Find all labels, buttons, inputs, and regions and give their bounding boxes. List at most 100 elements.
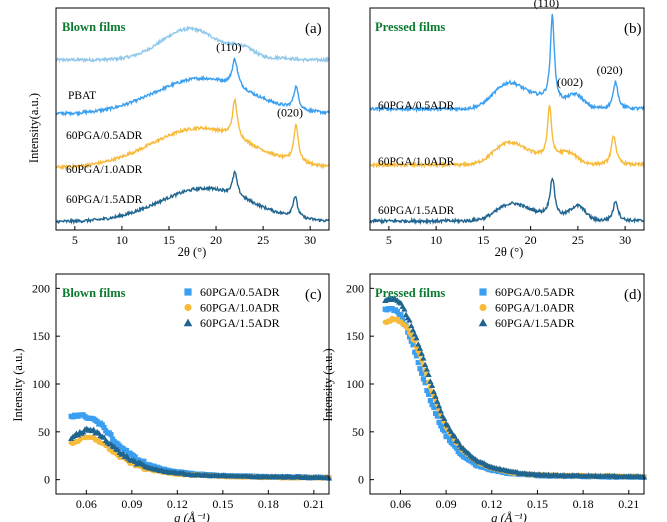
panel-c-ytick-label: 0 bbox=[44, 473, 50, 487]
panel-d-point bbox=[432, 393, 439, 399]
panel-d-xtick-label: 0.09 bbox=[436, 497, 457, 511]
panel-d-ytick-label: 200 bbox=[346, 281, 364, 295]
panel-d-point bbox=[427, 378, 434, 384]
panel-c-ytick-label: 50 bbox=[38, 425, 50, 439]
panel-c-xtick-label: 0.09 bbox=[121, 497, 142, 511]
panel-c-legend-marker bbox=[183, 318, 193, 327]
panel-c-point bbox=[101, 424, 107, 431]
panel-d-legend-marker bbox=[479, 303, 487, 312]
panel-d-xtick-label: 0.18 bbox=[573, 497, 594, 511]
panel-c-point bbox=[141, 458, 147, 464]
panel-d-point bbox=[409, 327, 417, 333]
panel-d-xtick-label: 0.12 bbox=[481, 497, 502, 511]
panel-b-peak-label: (020) bbox=[597, 63, 623, 77]
panel-d-point bbox=[441, 415, 448, 422]
panel-d-point bbox=[432, 410, 439, 417]
panel-d-point bbox=[406, 317, 413, 323]
panel-b-frame bbox=[369, 7, 645, 231]
panel-c-legend-label: 60PGA/1.0ADR bbox=[200, 301, 280, 315]
panel-d-point bbox=[437, 407, 444, 414]
panel-d-ytick-label: 150 bbox=[346, 329, 364, 343]
panel-a-series-label-pbat: PBAT bbox=[68, 90, 96, 102]
panel-b-series-60pga-1-5adr bbox=[369, 177, 645, 226]
panel-d-point bbox=[434, 398, 441, 404]
panel-c-point bbox=[123, 447, 130, 454]
panel-b-xtick-label: 20 bbox=[525, 233, 537, 247]
panel-a-xtick-label: 15 bbox=[163, 233, 175, 247]
panel-b-xlabel: 2θ (°) bbox=[495, 245, 524, 259]
panel-a-series-pbat bbox=[55, 25, 330, 64]
panel-d-point bbox=[435, 402, 443, 409]
panel-c-letter: (c) bbox=[305, 287, 322, 303]
panel-b: Pressed films (b) 2θ (°) 60PGA/0.5ADR 60P… bbox=[369, 0, 645, 259]
panel-a-xlabel: 2θ (°) bbox=[178, 245, 207, 259]
panel-b-series-label-60pga-1-5adr: 60PGA/1.5ADR bbox=[378, 205, 455, 217]
panel-a-xtick-label: 25 bbox=[257, 233, 269, 247]
panel-d-legend-marker bbox=[479, 288, 487, 296]
panel-b-xtick-label: 30 bbox=[619, 233, 631, 247]
panel-b-xtick-label: 25 bbox=[572, 233, 584, 247]
panel-d-legend-label: 60PGA/1.0ADR bbox=[495, 301, 575, 315]
panel-d-point bbox=[412, 349, 418, 355]
panel-d-ytick-label: 50 bbox=[352, 425, 364, 439]
panel-a-series-60pga-0-5adr bbox=[55, 57, 330, 117]
panel-d-point bbox=[418, 350, 425, 356]
panel-a-series-label-60pga-1-5adr: 60PGA/1.5ADR bbox=[66, 194, 143, 206]
panel-c-xtick-label: 0.12 bbox=[167, 497, 188, 511]
panel-a-ylabel: Intensity(a.u.) bbox=[27, 93, 41, 163]
panel-a-series-label-60pga-0-5adr: 60PGA/0.5ADR bbox=[66, 130, 143, 142]
panel-d-point bbox=[444, 422, 451, 428]
panel-c-point bbox=[132, 454, 138, 460]
panel-d-point bbox=[427, 397, 433, 404]
panel-d-point bbox=[422, 361, 429, 368]
panel-d-series-60pga-1-5adr bbox=[382, 295, 648, 480]
panel-c-ytick-label: 100 bbox=[32, 377, 50, 391]
panel-d-xtick-label: 0.21 bbox=[618, 497, 639, 511]
panel-a-xtick-label: 5 bbox=[72, 233, 78, 247]
panel-d-point bbox=[420, 376, 427, 382]
panel-d-point bbox=[398, 312, 404, 318]
panel-c-xlabel: q (Å⁻¹) bbox=[174, 511, 210, 522]
panel-b-letter: (b) bbox=[624, 21, 642, 37]
panel-d-point bbox=[394, 309, 400, 315]
panel-d-point bbox=[430, 388, 437, 395]
panel-c-legend-marker bbox=[184, 303, 192, 312]
panel-c-title: Blown films bbox=[62, 286, 126, 300]
panel-a-xtick-label: 20 bbox=[210, 233, 222, 247]
panel-c-xtick-label: 0.15 bbox=[212, 497, 233, 511]
panel-d-xtick-label: 0.06 bbox=[390, 497, 411, 511]
panel-d-point bbox=[422, 380, 428, 386]
panel-b-xtick-label: 10 bbox=[430, 233, 442, 247]
panel-c-ylabel: Intensity (a.u.) bbox=[11, 348, 25, 421]
panel-d-point bbox=[413, 334, 420, 341]
panel-d-point bbox=[445, 433, 451, 439]
panel-d-series-60pga-1-0adr bbox=[382, 315, 647, 480]
panel-c-series-60pga-1-5adr bbox=[68, 425, 333, 481]
panel-d-point bbox=[436, 419, 442, 425]
panel-c-point bbox=[74, 431, 82, 438]
panel-a-series-60pga-1-5adr bbox=[55, 169, 330, 226]
panel-d-xlabel: q (Å⁻¹) bbox=[491, 511, 527, 522]
panel-d-point bbox=[425, 371, 432, 378]
panel-c-legend-label: 60PGA/1.5ADR bbox=[200, 316, 280, 330]
panel-d-legend-marker bbox=[478, 318, 488, 327]
panel-d-point bbox=[428, 382, 436, 388]
panel-d-point bbox=[423, 366, 431, 372]
panel-d-point bbox=[431, 404, 437, 411]
panel-a-peak-label: (020) bbox=[277, 106, 303, 120]
panel-d-point bbox=[420, 355, 427, 361]
panel-d-point bbox=[426, 391, 432, 397]
panel-b-title: Pressed films bbox=[375, 20, 445, 34]
panel-d-point bbox=[401, 306, 408, 312]
panel-d-legend-label: 60PGA/0.5ADR bbox=[495, 285, 575, 299]
panel-d-ytick-label: 100 bbox=[346, 377, 364, 391]
panel-d-title: Pressed films bbox=[375, 286, 445, 300]
panel-d: Pressed films (d) q (Å⁻¹) Intensity (a.u… bbox=[321, 273, 648, 522]
panel-c-legend-marker bbox=[184, 288, 192, 296]
panel-a-xtick-label: 10 bbox=[116, 233, 128, 247]
panel-c: Blown films (c) q (Å⁻¹) Intensity (a.u.)… bbox=[11, 273, 333, 522]
panel-a-title: Blown films bbox=[62, 20, 126, 34]
panel-d-point bbox=[424, 387, 430, 394]
panel-a: Blown films (a) 2θ (°) Intensity(a.u.) P… bbox=[27, 7, 330, 259]
panel-d-point bbox=[415, 360, 421, 366]
